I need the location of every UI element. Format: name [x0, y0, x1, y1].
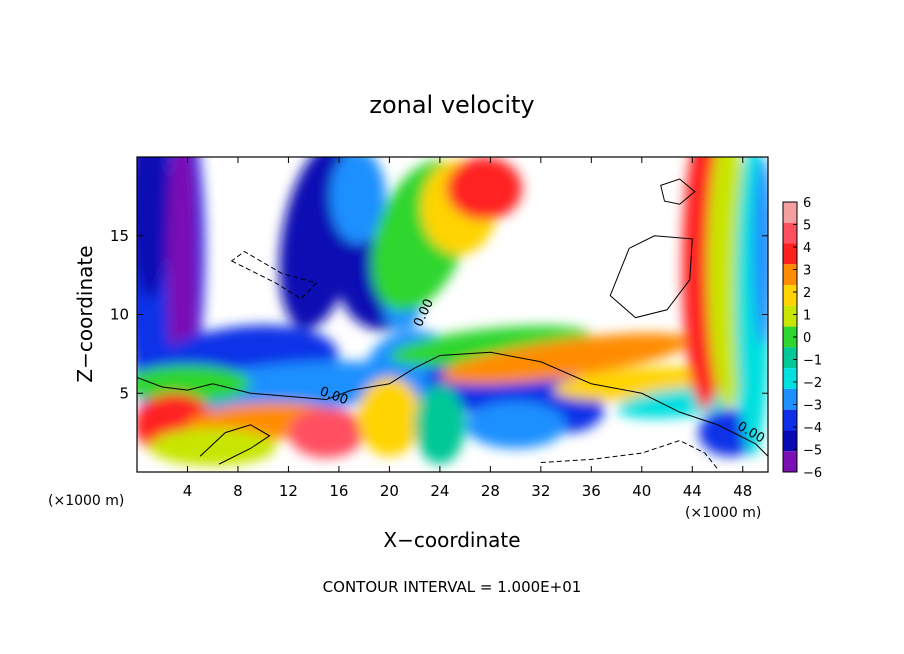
colorbar-swatch-4: [783, 285, 797, 306]
field-blob-9: [149, 427, 276, 466]
colorbar: 6 5 4 3 2 1 0 −1 −2 −3 −4 −5 −6: [782, 196, 822, 481]
colorbar-label-5: 1: [803, 309, 811, 324]
colorbar-label-11: −5: [803, 444, 822, 459]
field-blob-25: [441, 332, 692, 385]
colorbar-swatch-12: [783, 451, 797, 472]
x-unit-label-left: (×1000 m): [48, 493, 124, 509]
field-blob-32: [752, 157, 768, 346]
colorbar-swatch-11: [783, 430, 797, 452]
x-tick-label-44: 44: [683, 482, 702, 500]
contour-lines: [137, 178, 768, 470]
x-tick-label-4: 4: [183, 482, 193, 500]
x-tick-label-16: 16: [329, 482, 348, 500]
y-axis-label: Z−coordinate: [73, 245, 97, 382]
x-tick-label-24: 24: [430, 482, 449, 500]
field-blob-8: [288, 407, 365, 458]
colorbar-label-7: −1: [803, 354, 822, 369]
colorbar-label-12: −6: [803, 466, 822, 481]
colorbar-swatch-8: [783, 368, 797, 389]
colorbar-label-3: 3: [803, 264, 811, 279]
plot-area: [137, 157, 768, 472]
colorbar-swatch-1: [783, 222, 797, 244]
colorbar-swatch-9: [783, 388, 797, 410]
colorbar-label-6: 0: [803, 331, 811, 346]
colorbar-label-2: 4: [803, 241, 811, 256]
contour-line-2: [660, 178, 696, 205]
x-tick-label-8: 8: [233, 482, 243, 500]
x-axis-label: X−coordinate: [383, 528, 520, 552]
colorbar-swatch-5: [783, 305, 797, 327]
y-tick-label-5: 5: [119, 384, 129, 402]
field-blob-1: [137, 157, 170, 299]
colorbar-label-4: 2: [803, 286, 811, 301]
field-blob-22: [357, 377, 421, 457]
chart-title: zonal velocity: [369, 91, 534, 119]
x-tick-label-12: 12: [279, 482, 298, 500]
x-tick-label-40: 40: [632, 482, 651, 500]
colorbar-label-10: −4: [803, 421, 822, 436]
colorbar-swatch-6: [783, 326, 797, 348]
field-blob-21: [465, 401, 567, 449]
field-blob-23: [414, 385, 466, 465]
x-tick-label-36: 36: [582, 482, 601, 500]
x-tick-label-28: 28: [481, 482, 500, 500]
colorbar-label-9: −3: [803, 399, 822, 414]
y-axis-ticks: 5 10 15: [110, 227, 768, 402]
contour-line-1: [609, 235, 693, 319]
colorbar-swatch-3: [783, 264, 797, 286]
colorbar-label-8: −2: [803, 376, 822, 391]
colorbar-swatch-7: [783, 347, 797, 369]
contour-interval-footer: CONTOUR INTERVAL = 1.000E+01: [323, 578, 582, 596]
field-blob-16: [446, 157, 522, 220]
colorbar-label-0: 6: [803, 196, 811, 211]
colorbar-swatch-0: [783, 202, 797, 223]
x-tick-label-48: 48: [733, 482, 752, 500]
contour-line-3: [230, 250, 318, 300]
x-unit-label-right: (×1000 m): [685, 505, 761, 521]
colorbar-swatch-2: [783, 243, 797, 265]
contour-line-4: [540, 439, 718, 470]
y-tick-label-10: 10: [110, 306, 129, 324]
x-axis-ticks: 4 8 12 16 20 24 28 32 36 40 44 48: [183, 157, 752, 500]
x-tick-label-20: 20: [380, 482, 399, 500]
y-tick-label-15: 15: [110, 227, 129, 245]
x-tick-label-32: 32: [531, 482, 550, 500]
field-blob-24: [389, 325, 591, 367]
colorbar-label-1: 5: [803, 219, 811, 234]
field-blob-13: [330, 157, 386, 244]
colorbar-swatch-10: [783, 409, 797, 431]
field-blob-5: [137, 364, 251, 403]
contour-line-0: [137, 351, 768, 457]
contour-line-5: [199, 424, 271, 465]
velocity-field: [137, 157, 768, 466]
